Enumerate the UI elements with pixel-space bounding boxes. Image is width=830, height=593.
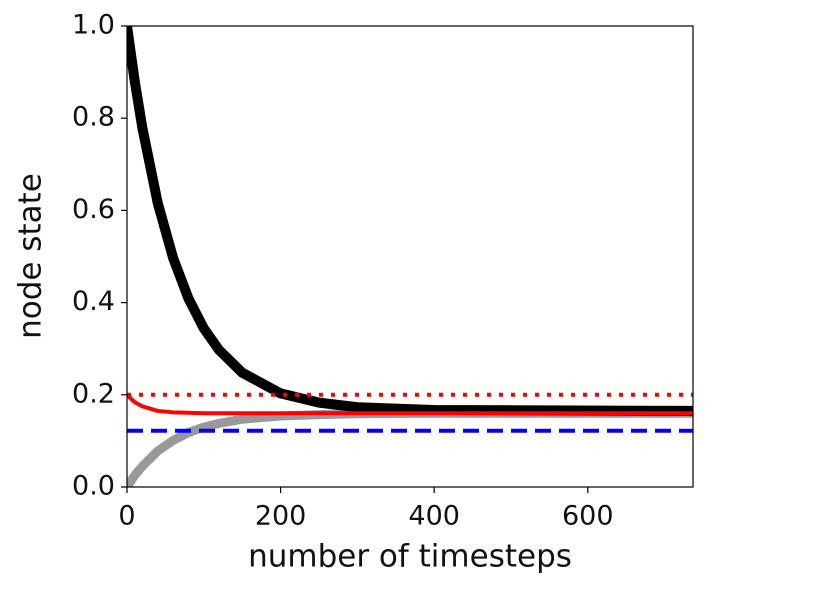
line-series [127, 393, 693, 416]
x-tick-label: 200 [255, 501, 307, 532]
line-series [127, 25, 693, 416]
x-tick-label: 400 [408, 501, 460, 532]
y-tick-label: 0.6 [72, 194, 115, 225]
y-tick-label: 0.8 [72, 102, 115, 133]
y-tick-label: 0.2 [72, 378, 115, 409]
x-tick-label: 600 [562, 501, 614, 532]
x-axis-label: number of timesteps [248, 539, 572, 575]
y-tick-label: 0.0 [72, 471, 115, 502]
plot-frame [126, 25, 694, 488]
line-series [127, 408, 693, 487]
y-axis-label: node state [13, 173, 49, 339]
y-tick-label: 1.0 [72, 10, 115, 41]
x-tick-label: 0 [118, 501, 135, 532]
y-tick-label: 0.4 [72, 286, 115, 317]
